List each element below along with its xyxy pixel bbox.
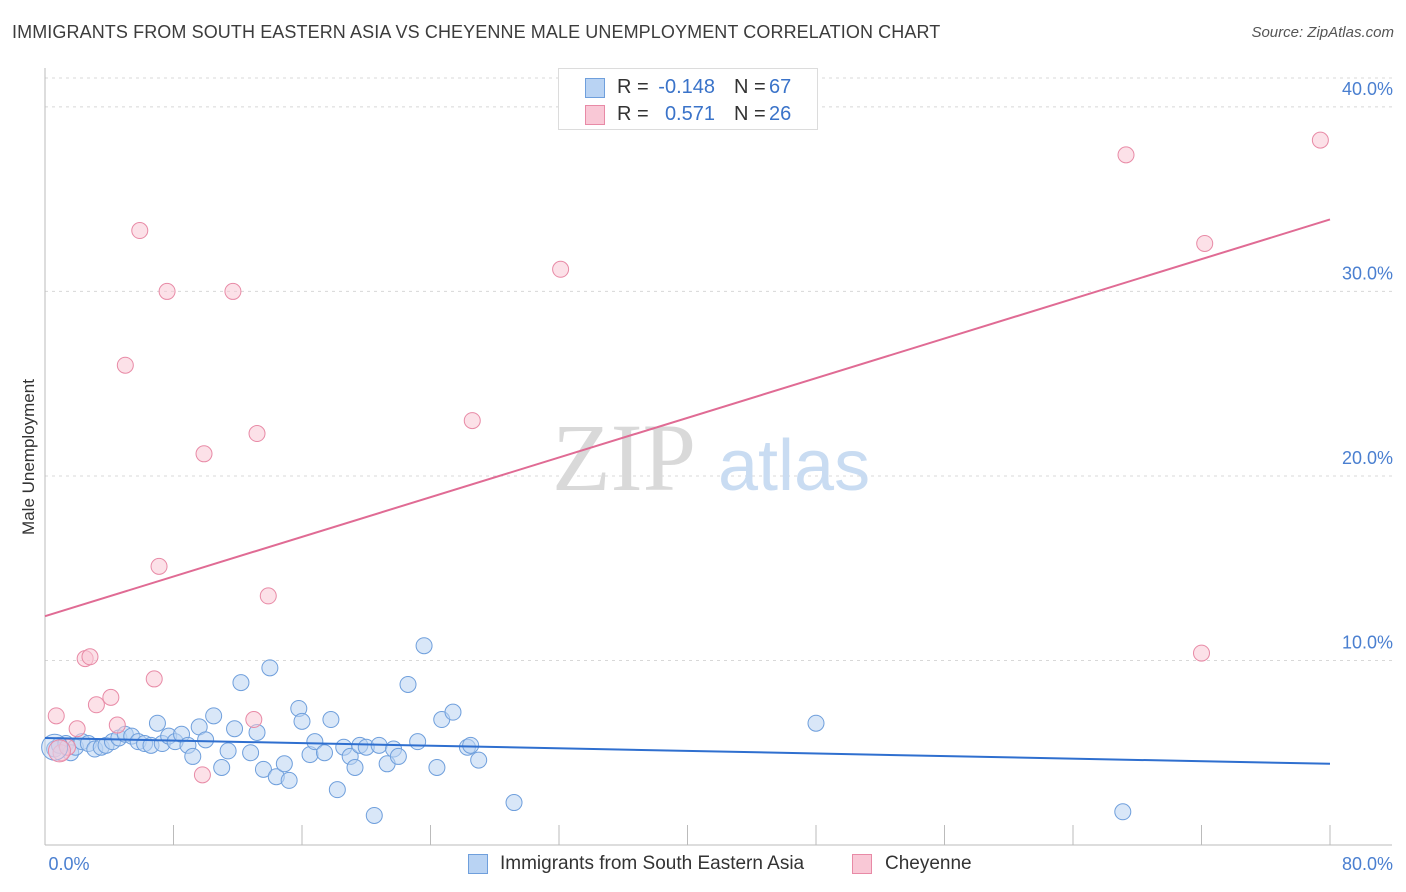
point-blue bbox=[197, 731, 215, 749]
point-pink bbox=[102, 688, 120, 706]
point-pink bbox=[248, 425, 266, 443]
point-pink bbox=[116, 356, 134, 374]
point-pink bbox=[259, 587, 277, 605]
legend-r-label: R = bbox=[617, 103, 649, 125]
point-pink bbox=[47, 707, 65, 725]
point-blue bbox=[1114, 803, 1132, 821]
point-pink bbox=[1193, 644, 1210, 662]
point-blue bbox=[213, 759, 231, 776]
chart-title: IMMIGRANTS FROM SOUTH EASTERN ASIA VS CH… bbox=[12, 22, 941, 42]
point-pink bbox=[1117, 146, 1135, 164]
point-pink bbox=[68, 720, 86, 738]
gridlines bbox=[45, 77, 1392, 661]
point-pink bbox=[131, 222, 149, 240]
point-blue bbox=[184, 747, 202, 765]
point-pink bbox=[1196, 234, 1214, 252]
series-legend-swatch-pink bbox=[852, 854, 872, 874]
y-tick-label: 40.0% bbox=[1342, 79, 1393, 99]
legend-swatch-pink bbox=[585, 105, 605, 125]
point-blue bbox=[226, 720, 244, 738]
point-pink bbox=[150, 557, 168, 575]
legend-row-pink: R = 0.571 N = 26 bbox=[559, 101, 817, 129]
watermark-atlas: atlas bbox=[718, 426, 870, 506]
axes bbox=[44, 68, 1392, 846]
point-pink bbox=[87, 696, 105, 714]
point-blue bbox=[232, 674, 250, 692]
point-blue bbox=[807, 714, 825, 732]
point-blue bbox=[219, 742, 237, 760]
series-legend-swatch-blue bbox=[468, 854, 488, 874]
watermark: ZIP atlas bbox=[552, 404, 870, 511]
point-blue bbox=[242, 744, 260, 762]
legend-n-label: N = bbox=[734, 103, 766, 125]
y-tick-label: 30.0% bbox=[1342, 263, 1393, 283]
point-blue bbox=[346, 759, 364, 776]
legend-r-value: 0.571 bbox=[664, 103, 715, 125]
point-pink bbox=[81, 648, 99, 666]
point-blue-large bbox=[41, 733, 69, 761]
point-blue bbox=[315, 744, 333, 762]
point-blue bbox=[389, 747, 407, 765]
legend-r-value: -0.148 bbox=[658, 76, 715, 98]
data-points bbox=[41, 131, 1329, 824]
point-pink bbox=[158, 282, 176, 300]
point-blue bbox=[293, 712, 311, 730]
y-tick-label: 20.0% bbox=[1342, 448, 1393, 468]
point-blue bbox=[444, 703, 462, 721]
point-blue bbox=[275, 755, 293, 773]
point-blue bbox=[409, 733, 427, 751]
point-pink bbox=[463, 412, 481, 430]
point-pink-large bbox=[47, 739, 71, 763]
point-pink bbox=[193, 766, 211, 784]
legend-row-blue: R = -0.148 N = 67 bbox=[559, 74, 817, 102]
stats-legend: R = -0.148 N = 67 R = 0.571 N = 26 bbox=[558, 68, 818, 130]
x-tick-label: 0.0% bbox=[48, 854, 89, 874]
axis-labels: 10.0% 20.0% 30.0% 40.0% 0.0% 80.0% Male Unempl… bbox=[19, 79, 1393, 874]
point-blue bbox=[365, 806, 383, 824]
point-blue bbox=[470, 751, 488, 769]
point-pink bbox=[108, 716, 126, 734]
point-blue bbox=[399, 675, 417, 693]
point-blue bbox=[322, 711, 340, 729]
point-pink bbox=[195, 445, 213, 463]
series-legend: Immigrants from South Eastern Asia Cheye… bbox=[0, 852, 1406, 878]
legend-n-value: 67 bbox=[769, 76, 792, 98]
legend-swatch-blue bbox=[585, 78, 605, 98]
trend-lines bbox=[44, 218, 1331, 765]
point-blue bbox=[254, 760, 272, 778]
series-legend-label-blue: Immigrants from South Eastern Asia bbox=[500, 853, 805, 874]
chart-source: Source: ZipAtlas.com bbox=[1251, 24, 1394, 41]
point-blue bbox=[205, 707, 223, 725]
point-blue bbox=[261, 659, 279, 677]
trend-line-blue bbox=[44, 736, 1331, 765]
x-tick-label: 80.0% bbox=[1342, 854, 1393, 874]
y-tick-label: 10.0% bbox=[1342, 632, 1393, 652]
legend-n-value: 26 bbox=[769, 103, 792, 125]
point-blue bbox=[505, 794, 523, 812]
point-pink bbox=[145, 670, 163, 688]
legend-n-label: N = bbox=[734, 76, 766, 98]
series-blue-points bbox=[46, 637, 1132, 824]
point-pink bbox=[1311, 131, 1329, 149]
watermark-zip: ZIP bbox=[552, 404, 696, 511]
point-blue bbox=[428, 759, 446, 776]
trend-line-pink bbox=[44, 218, 1331, 618]
point-pink bbox=[245, 711, 263, 729]
legend-r-label: R = bbox=[617, 76, 649, 98]
point-blue bbox=[415, 637, 433, 655]
series-legend-label-pink: Cheyenne bbox=[885, 853, 972, 874]
point-blue bbox=[328, 781, 346, 799]
point-blue bbox=[462, 736, 480, 754]
point-pink bbox=[552, 260, 570, 278]
y-axis-title: Male Unemployment bbox=[19, 379, 38, 535]
point-blue bbox=[148, 714, 166, 732]
series-pink-points bbox=[47, 131, 1329, 784]
point-blue bbox=[280, 771, 298, 789]
point-pink bbox=[224, 282, 242, 300]
point-blue bbox=[306, 733, 324, 751]
